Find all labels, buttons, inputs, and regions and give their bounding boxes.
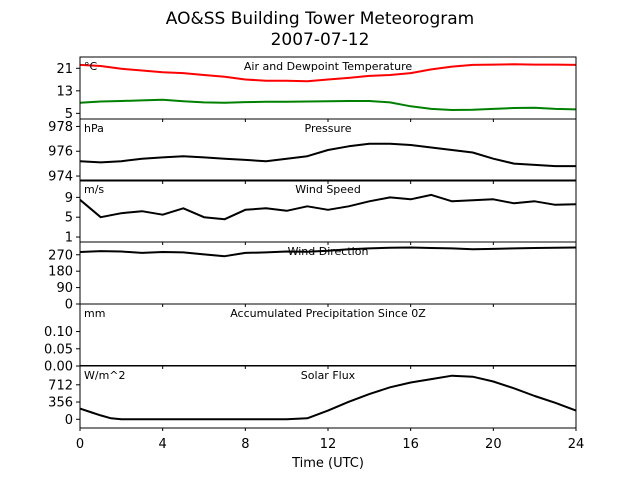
y-tick-label: 356 xyxy=(48,396,73,411)
panel-unit: °C xyxy=(84,60,98,73)
series-line-solar-flux-0 xyxy=(80,374,576,421)
y-tick-label: 712 xyxy=(48,378,73,393)
panel-pressure: 974 976 978 Pressure hPa xyxy=(48,118,577,185)
x-tick-label: 8 xyxy=(241,437,249,452)
series-line-wind-speed-0 xyxy=(80,193,576,221)
x-tick-label: 0 xyxy=(76,437,84,452)
y-tick-label: 978 xyxy=(48,120,73,135)
chart-title-line1: AO&SS Building Tower Meteorogram xyxy=(166,9,474,29)
y-tick-label: 270 xyxy=(48,248,73,263)
panel-solar-flux: 0 356 712 Solar Flux W/m^2 xyxy=(48,365,577,431)
series-line-wind-direction-0 xyxy=(80,246,576,258)
x-tick-label: 4 xyxy=(159,437,167,452)
chart-title-line2: 2007-07-12 xyxy=(271,30,370,50)
panel-precipitation: 0.00 0.05 0.10 Accumulated Precipitation Si… xyxy=(44,303,577,375)
y-tick-label: 5 xyxy=(65,211,73,226)
y-tick-label: 0.10 xyxy=(44,325,73,340)
x-tick-label: 16 xyxy=(402,437,419,452)
panel-title: Accumulated Precipitation Since 0Z xyxy=(230,307,426,320)
y-tick-label: 0 xyxy=(65,413,73,428)
y-tick-label: 0 xyxy=(65,298,73,313)
panel-unit: mm xyxy=(84,307,105,320)
y-tick-label: 976 xyxy=(48,145,73,160)
y-tick-label: 0.00 xyxy=(44,360,73,375)
y-tick-label: 974 xyxy=(48,170,73,185)
panel-unit: hPa xyxy=(84,122,104,135)
x-axis: 0 4 8 12 16 20 24 xyxy=(76,437,584,452)
y-tick-label: 13 xyxy=(56,84,73,99)
y-tick-label: 21 xyxy=(56,62,73,77)
x-tick-label: 24 xyxy=(568,437,585,452)
x-tick-label: 20 xyxy=(485,437,502,452)
y-tick-label: 5 xyxy=(65,107,73,122)
panel-unit: m/s xyxy=(84,183,104,196)
panel-title: Pressure xyxy=(305,122,352,135)
panel-title: Air and Dewpoint Temperature xyxy=(244,60,412,73)
panel-title: Solar Flux xyxy=(301,369,356,382)
series-line-temperature-0 xyxy=(80,63,576,83)
y-tick-label: 9 xyxy=(65,191,73,206)
panel-temperature: 5 13 21 Air and Dewpoint Temperature °C xyxy=(56,56,577,122)
panel-unit: W/m^2 xyxy=(84,369,126,382)
panel-title: Wind Speed xyxy=(295,183,361,196)
y-tick-label: 0.05 xyxy=(44,342,73,357)
y-tick-label: 90 xyxy=(56,281,73,296)
series-line-temperature-1 xyxy=(80,98,576,111)
series-line-pressure-0 xyxy=(80,142,576,168)
y-tick-label: 1 xyxy=(65,231,73,246)
x-tick-label: 12 xyxy=(320,437,337,452)
y-tick-label: 180 xyxy=(48,265,73,280)
panel-title: Wind Direction xyxy=(288,245,369,258)
panel-wind-speed: 1 5 9 Wind Speed m/s xyxy=(65,179,577,246)
x-axis-label: Time (UTC) xyxy=(291,456,364,471)
